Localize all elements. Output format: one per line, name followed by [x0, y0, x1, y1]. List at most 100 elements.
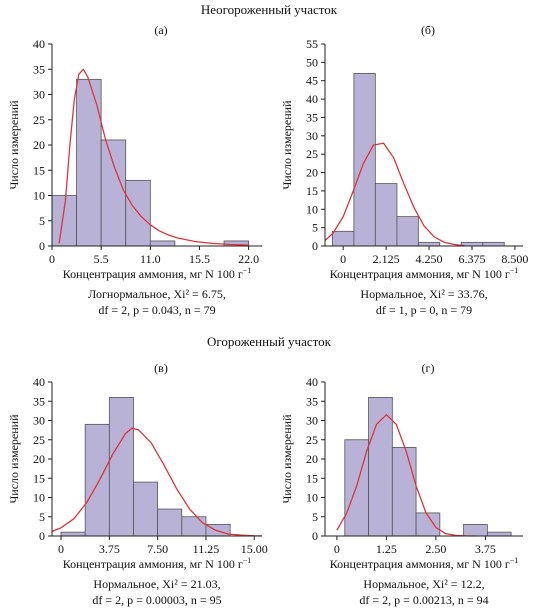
y-tick-label: 10 [33, 189, 45, 203]
y-tick-label: 40 [33, 37, 45, 51]
chart-panel-d: 0 5 10 15 20 25 30 35 40 0 1.25 2.50 3.75 (г) Число из… [280, 361, 523, 607]
fit-caption-line1: Нормальное, Xi² = 12.2, [363, 577, 484, 591]
x-tick-label: 22.0 [238, 252, 259, 266]
y-tick-label: 40 [306, 375, 318, 389]
histogram-bar [108, 396, 134, 537]
x-axis-label-text: Концентрация аммония, мг N 100 г [330, 557, 510, 571]
y-tick-label: 35 [33, 62, 45, 76]
histogram-bar [463, 524, 488, 537]
histogram-bar [51, 195, 77, 247]
y-tick-label: 50 [306, 55, 318, 69]
x-axis-label: Концентрация аммония, мг N 100 г−1 [330, 266, 519, 281]
y-tick-label: 45 [306, 74, 318, 88]
x-axis-label-superscript: −1 [510, 266, 519, 275]
y-tick-label: 20 [33, 138, 45, 152]
y-tick-label: 10 [33, 491, 45, 505]
x-tick-label: 5.5 [94, 252, 109, 266]
y-tick-label: 30 [33, 88, 45, 102]
x-axis-label: Концентрация аммония, мг N 100 г−1 [63, 266, 252, 281]
panel-label: (б) [421, 23, 435, 37]
y-axis-label: Число измерений [7, 100, 21, 190]
histogram-bar [181, 516, 207, 537]
histogram-bar [149, 240, 176, 247]
fitted-curve [336, 414, 476, 537]
fitted-curve [51, 427, 263, 537]
x-axis-label-superscript: −1 [243, 266, 252, 275]
histogram-bar [60, 531, 86, 537]
x-tick-label: 15.5 [189, 252, 210, 266]
y-axis-label: Число измерений [280, 414, 294, 504]
panel-label: (г) [422, 361, 435, 375]
section-title-fenced: Огороженный участок [207, 334, 331, 349]
y-axis-label: Число измерений [7, 414, 21, 504]
y-tick-label: 25 [306, 147, 318, 161]
x-tick-label: 4.250 [416, 252, 443, 266]
y-axis-label: Число измерений [280, 100, 294, 190]
chart-panel-a: 0 5 10 15 20 25 30 35 40 0 5.5 11.0 15.5 22.0 (а) Число… [7, 23, 262, 317]
fit-caption-line2: df = 2, p = 0.00003, n = 95 [92, 593, 221, 607]
x-axis-label: Концентрация аммония, мг N 100 г−1 [330, 556, 519, 571]
x-tick-label: 2.125 [373, 252, 400, 266]
y-tick-label: 30 [33, 414, 45, 428]
x-tick-label: 0 [58, 542, 64, 556]
histogram-bar [396, 216, 419, 247]
y-tick-label: 55 [306, 37, 318, 51]
y-tick-label: 25 [33, 113, 45, 127]
x-tick-label: 2.50 [425, 542, 446, 556]
x-axis-label-text: Концентрация аммония, мг N 100 г [63, 267, 243, 281]
histogram-bar [76, 78, 102, 247]
x-tick-label: 3.75 [99, 542, 120, 556]
y-tick-label: 20 [306, 166, 318, 180]
x-tick-label: 7.50 [147, 542, 168, 556]
x-tick-label: 3.75 [475, 542, 496, 556]
histogram-bar [391, 447, 417, 537]
y-tick-label: 5 [39, 510, 45, 524]
y-tick-label: 40 [306, 92, 318, 106]
y-tick-label: 30 [306, 414, 318, 428]
x-tick-label: 0 [340, 252, 346, 266]
y-tick-label: 5 [312, 221, 318, 235]
y-tick-label: 35 [306, 110, 318, 124]
histogram-bar [84, 423, 110, 537]
y-tick-label: 10 [306, 491, 318, 505]
histogram-bar [332, 230, 355, 247]
y-tick-label: 20 [33, 452, 45, 466]
y-tick-label: 35 [306, 394, 318, 408]
x-tick-label: 0 [49, 252, 55, 266]
x-axis-label-superscript: −1 [243, 556, 252, 565]
fit-caption-line1: Нормальное, Xi² = 21.03, [93, 577, 220, 591]
panel-label: (в) [154, 361, 168, 375]
fit-caption-line1: Логнормальное, Xi² = 6.75, [88, 287, 226, 301]
fit-caption-line1: Нормальное, Xi² = 33.76, [360, 287, 487, 301]
y-tick-label: 15 [306, 471, 318, 485]
y-tick-label: 0 [39, 529, 45, 543]
y-tick-label: 5 [312, 510, 318, 524]
fit-caption-line2: df = 2, p = 0.00213, n = 94 [359, 593, 488, 607]
y-tick-label: 0 [39, 239, 45, 253]
y-tick-label: 30 [306, 129, 318, 143]
histogram-bar [482, 241, 505, 247]
fit-caption-line2: df = 2, p = 0.043, n = 79 [98, 303, 215, 317]
x-axis-label-text: Концентрация аммония, мг N 100 г [63, 557, 243, 571]
histogram-bar [157, 508, 183, 537]
y-tick-label: 0 [312, 239, 318, 253]
x-tick-label: 11.25 [193, 542, 220, 556]
histogram-bar [344, 439, 369, 537]
y-tick-label: 25 [306, 433, 318, 447]
panel-label: (а) [154, 23, 167, 37]
x-axis-label: Концентрация аммония, мг N 100 г−1 [63, 556, 252, 571]
fit-caption-line2: df = 1, p = 0, n = 79 [376, 303, 472, 317]
y-tick-label: 15 [306, 184, 318, 198]
x-tick-label: 6.375 [458, 252, 485, 266]
y-tick-label: 0 [312, 529, 318, 543]
histogram-bar [353, 72, 376, 247]
histogram-bar [374, 183, 398, 247]
fitted-curve [324, 142, 465, 247]
x-tick-label: 8.500 [501, 252, 528, 266]
histogram-bar [368, 396, 393, 537]
y-tick-label: 40 [33, 375, 45, 389]
histogram-bar [417, 241, 441, 247]
y-tick-label: 15 [33, 163, 45, 177]
y-tick-label: 20 [306, 452, 318, 466]
